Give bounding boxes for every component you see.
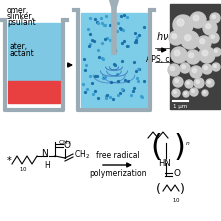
Circle shape xyxy=(180,63,190,73)
Circle shape xyxy=(212,15,215,19)
Circle shape xyxy=(208,81,210,83)
Text: HN: HN xyxy=(158,159,171,168)
Circle shape xyxy=(197,36,211,50)
Text: ): ) xyxy=(174,133,186,162)
Bar xyxy=(8,81,60,103)
Text: H: H xyxy=(44,161,50,170)
Text: O: O xyxy=(173,170,180,179)
Text: $_n$: $_n$ xyxy=(185,139,191,148)
Circle shape xyxy=(183,91,189,97)
Circle shape xyxy=(185,80,193,88)
Circle shape xyxy=(206,24,211,29)
Circle shape xyxy=(202,90,208,96)
Circle shape xyxy=(200,39,205,44)
Circle shape xyxy=(192,69,197,73)
Circle shape xyxy=(172,89,180,97)
Circle shape xyxy=(202,50,208,56)
Text: *: * xyxy=(7,156,11,166)
Circle shape xyxy=(189,53,194,58)
Circle shape xyxy=(192,90,194,92)
Circle shape xyxy=(209,33,219,43)
Circle shape xyxy=(173,15,193,35)
Circle shape xyxy=(202,64,212,74)
Circle shape xyxy=(184,92,186,94)
Text: $h\nu$: $h\nu$ xyxy=(156,30,169,42)
Text: ater,: ater, xyxy=(9,42,27,51)
Circle shape xyxy=(203,21,217,35)
Circle shape xyxy=(181,31,199,49)
Text: 1 μm: 1 μm xyxy=(173,104,187,109)
Circle shape xyxy=(173,77,183,87)
Circle shape xyxy=(199,47,215,63)
Text: APS, cat.: APS, cat. xyxy=(146,55,179,64)
Circle shape xyxy=(190,66,202,78)
Circle shape xyxy=(193,15,199,21)
Bar xyxy=(8,23,60,81)
Circle shape xyxy=(212,63,220,71)
Circle shape xyxy=(190,12,206,28)
Circle shape xyxy=(203,91,205,93)
Bar xyxy=(170,4,220,109)
Bar xyxy=(81,13,147,107)
Text: slinker,: slinker, xyxy=(7,12,35,21)
Circle shape xyxy=(174,91,176,93)
Circle shape xyxy=(168,64,180,76)
Text: $_{10}$: $_{10}$ xyxy=(172,196,180,205)
Text: (: ( xyxy=(156,183,160,196)
Circle shape xyxy=(171,47,187,63)
Text: psulant: psulant xyxy=(7,18,36,27)
Circle shape xyxy=(204,66,208,69)
Text: free radical: free radical xyxy=(96,151,139,160)
Text: CH$_3$: CH$_3$ xyxy=(58,138,72,147)
Text: CH$_2$: CH$_2$ xyxy=(74,149,90,161)
Text: ): ) xyxy=(180,183,185,196)
Text: omer,: omer, xyxy=(7,6,29,15)
Text: polymerization: polymerization xyxy=(89,169,146,178)
Circle shape xyxy=(185,35,191,41)
Circle shape xyxy=(213,48,221,56)
Circle shape xyxy=(177,19,184,26)
Circle shape xyxy=(190,88,198,96)
Circle shape xyxy=(206,79,214,87)
Circle shape xyxy=(187,82,189,84)
Text: $_{10}$: $_{10}$ xyxy=(19,164,27,173)
Text: O: O xyxy=(64,141,71,149)
Circle shape xyxy=(174,50,180,56)
Text: N: N xyxy=(42,149,48,158)
Polygon shape xyxy=(109,0,119,8)
Circle shape xyxy=(194,78,204,88)
Circle shape xyxy=(196,80,200,84)
Text: (: ( xyxy=(150,133,162,162)
Circle shape xyxy=(210,13,220,23)
Circle shape xyxy=(211,35,215,38)
Circle shape xyxy=(186,50,200,64)
Circle shape xyxy=(182,65,185,69)
Circle shape xyxy=(215,50,217,52)
Text: actant: actant xyxy=(9,49,34,58)
Circle shape xyxy=(172,34,177,39)
Circle shape xyxy=(175,79,179,82)
Circle shape xyxy=(169,31,183,45)
Circle shape xyxy=(214,65,216,67)
Circle shape xyxy=(170,66,175,70)
